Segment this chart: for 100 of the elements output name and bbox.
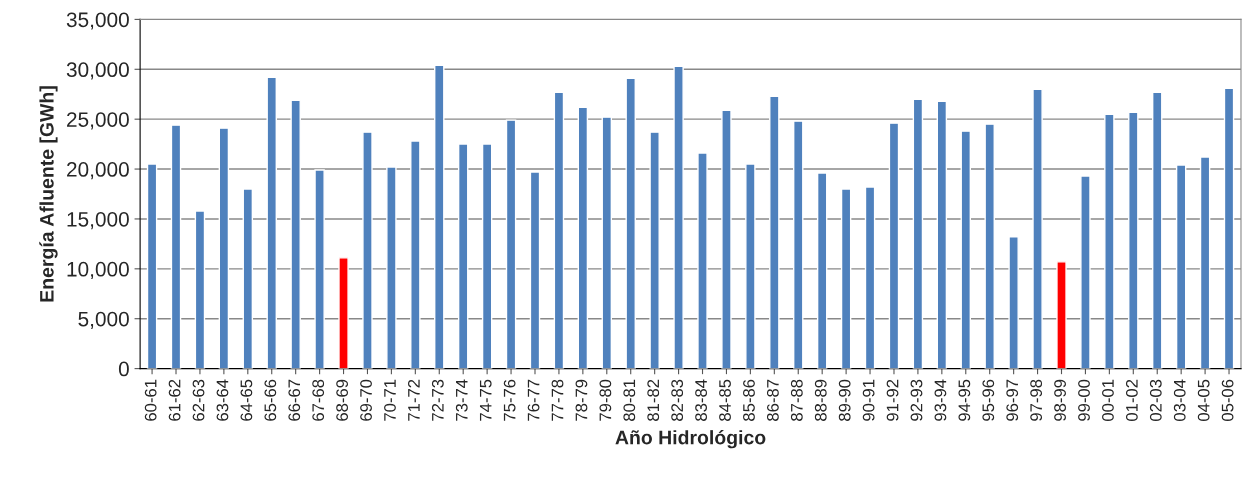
bar	[840, 188, 852, 369]
bar	[338, 257, 349, 369]
y-tick-label: 20,000	[67, 162, 129, 180]
x-tick-label: 77-78	[551, 379, 564, 421]
x-tick-label: 99-00	[1078, 379, 1090, 421]
bar	[170, 124, 182, 369]
x-tick-label: 05-06	[1221, 379, 1234, 421]
x-axis-title: Año Hidrológico	[615, 429, 766, 449]
x-tick-label: 83-84	[695, 379, 707, 421]
bar	[1175, 164, 1187, 369]
x-tick-label: 65-66	[264, 379, 277, 421]
x-tick-label: 91-92	[886, 379, 899, 421]
x-tick-label: 01-02	[1125, 379, 1138, 421]
x-tick-label: 67-68	[312, 379, 325, 421]
bar	[816, 172, 828, 369]
bar	[697, 152, 708, 369]
y-tick-label: 10,000	[67, 261, 129, 280]
x-tick-label: 03-04	[1173, 379, 1186, 421]
bar	[457, 143, 469, 369]
bar	[290, 99, 301, 369]
bar	[1199, 156, 1211, 369]
x-tick-label: 61-62	[168, 379, 181, 421]
bar	[266, 76, 277, 369]
y-tick-label: 35,000	[66, 12, 129, 30]
y-tick-label: 15,000	[67, 211, 129, 230]
bar	[1032, 88, 1043, 369]
bar	[960, 130, 972, 369]
bar	[936, 100, 948, 369]
y-tick-label: 5,000	[78, 311, 129, 329]
bar	[912, 98, 924, 369]
bar	[888, 122, 900, 369]
x-tick-label: 94-95	[958, 379, 971, 421]
bar	[386, 166, 397, 369]
x-tick-label: 89-90	[838, 379, 851, 421]
bar	[577, 106, 589, 369]
x-tick-label: 63-64	[216, 379, 229, 421]
x-tick-label: 60-61	[144, 379, 157, 421]
bar	[793, 120, 804, 369]
x-tick-label: 80-81	[623, 379, 636, 421]
bar	[745, 163, 756, 369]
x-tick-label: 69-70	[360, 379, 372, 421]
x-tick-label: 87-88	[790, 379, 803, 421]
bar	[314, 169, 325, 369]
x-tick-label: 68-69	[336, 379, 349, 421]
y-tick-label: 25,000	[67, 112, 129, 130]
x-tick-label: 00-01	[1102, 379, 1114, 421]
x-tick-label: 92-93	[910, 379, 923, 421]
bar	[864, 186, 876, 369]
x-tick-label: 75-76	[503, 379, 516, 421]
x-tick-label: 72-73	[431, 379, 444, 421]
x-tick-label: 70-71	[384, 379, 396, 421]
y-tick-label: 0	[118, 361, 129, 377]
x-tick-label: 98-99	[1054, 379, 1066, 421]
bar	[362, 131, 373, 369]
bar	[1223, 87, 1235, 369]
bar	[984, 123, 995, 369]
x-tick-label: 82-83	[671, 379, 684, 421]
x-tick-label: 93-94	[934, 379, 947, 421]
bar	[1008, 236, 1019, 369]
bar	[505, 119, 517, 369]
bar	[218, 127, 230, 369]
bar	[1104, 113, 1115, 369]
bar	[194, 210, 206, 369]
bar	[242, 188, 254, 369]
bar	[625, 77, 636, 369]
x-tick-label: 84-85	[719, 379, 731, 421]
x-tick-label: 95-96	[982, 379, 995, 421]
bar	[1080, 175, 1091, 369]
y-tick-label: 30,000	[66, 62, 129, 80]
x-tick-label: 81-82	[647, 379, 660, 421]
x-tick-label: 79-80	[599, 379, 612, 421]
bar	[529, 171, 541, 369]
x-tick-label: 88-89	[814, 379, 827, 421]
bar	[673, 65, 684, 369]
y-axis-title: Energía Afluente [GWh]	[39, 86, 58, 302]
bar	[146, 163, 158, 369]
x-tick-label: 90-91	[862, 379, 875, 421]
x-tick-label: 73-74	[455, 379, 468, 421]
bar	[721, 109, 732, 369]
bar	[410, 140, 421, 369]
x-tick-label: 74-75	[479, 379, 492, 421]
x-tick-label: 76-77	[527, 379, 540, 421]
x-tick-label: 64-65	[240, 379, 253, 421]
bar	[434, 64, 445, 369]
bar	[1151, 91, 1163, 369]
bar	[769, 95, 780, 369]
bar	[553, 91, 565, 369]
bar	[1128, 111, 1139, 369]
x-tick-label: 71-72	[408, 379, 420, 421]
x-tick-label: 62-63	[192, 379, 205, 421]
x-tick-label: 78-79	[575, 379, 588, 421]
bar	[649, 131, 660, 369]
x-tick-label: 66-67	[288, 379, 301, 421]
x-tick-label: 86-87	[766, 379, 779, 421]
bar	[481, 143, 493, 369]
x-tick-label: 97-98	[1030, 379, 1043, 421]
x-tick-label: 85-86	[743, 379, 755, 421]
x-tick-label: 02-03	[1149, 379, 1162, 421]
x-tick-label: 96-97	[1006, 379, 1019, 421]
bar	[1056, 261, 1067, 369]
